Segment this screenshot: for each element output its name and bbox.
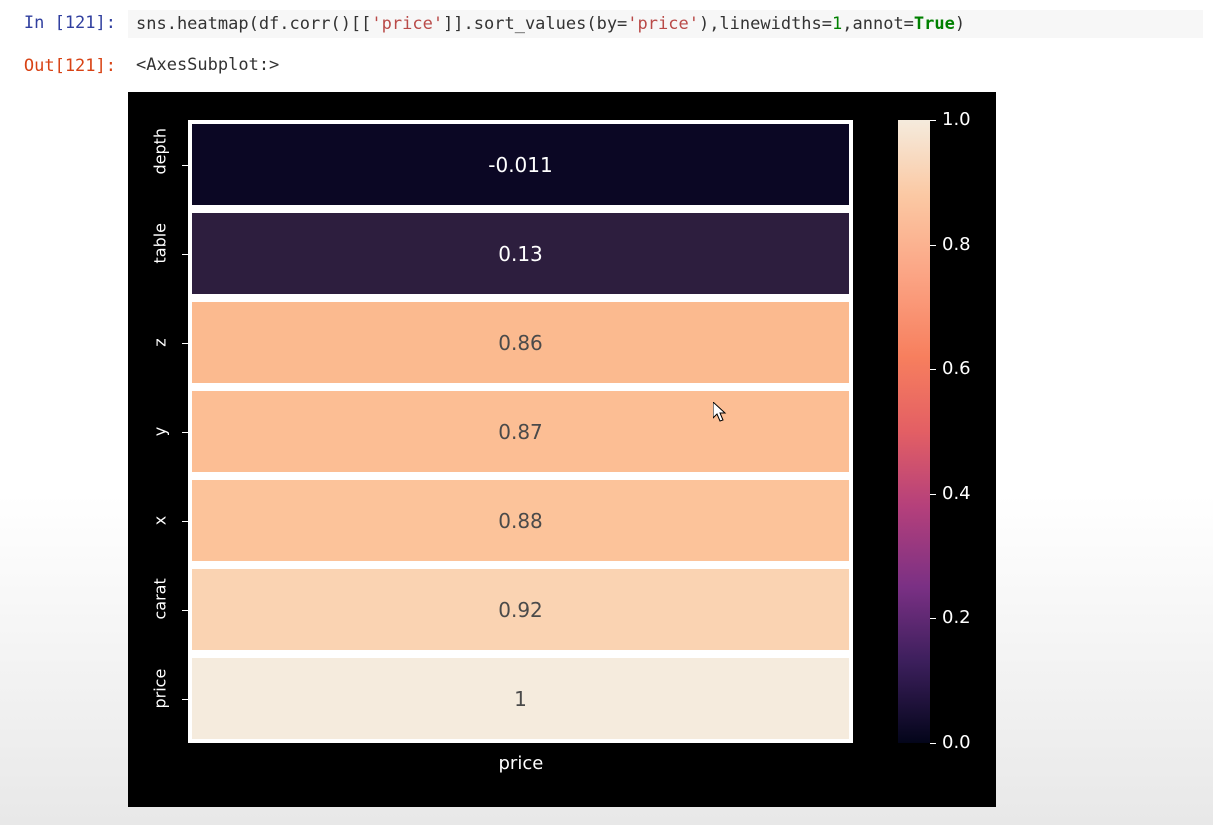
y-tick-label: depth bbox=[151, 154, 170, 174]
colorbar-tick-mark bbox=[930, 245, 936, 246]
code-token: True bbox=[914, 14, 955, 34]
colorbar-tick-label: 0.8 bbox=[942, 234, 971, 255]
y-tick-label: x bbox=[151, 510, 170, 530]
y-tick-mark bbox=[182, 432, 188, 433]
code-token: sns.heatmap(df.corr()[[ bbox=[136, 14, 371, 34]
y-tick-label: y bbox=[151, 421, 170, 441]
heatmap-cell: 0.87 bbox=[192, 391, 849, 472]
y-tick-mark bbox=[182, 699, 188, 700]
colorbar-tick-label: 0.0 bbox=[942, 732, 971, 753]
code-input[interactable]: sns.heatmap(df.corr()[['price']].sort_va… bbox=[128, 10, 1203, 38]
code-token: 'price' bbox=[627, 14, 699, 34]
code-token: ]].sort_values(by= bbox=[443, 14, 627, 34]
figure-output: -0.0110.130.860.870.880.921 depth table z y x… bbox=[128, 92, 1203, 807]
code-token: ,annot= bbox=[842, 14, 914, 34]
y-tick-label: z bbox=[151, 332, 170, 352]
output-prompt: Out[121]: bbox=[10, 53, 128, 76]
colorbar-tick-label: 0.4 bbox=[942, 483, 971, 504]
colorbar-tick-mark bbox=[930, 618, 936, 619]
input-prompt: In [121]: bbox=[10, 10, 128, 33]
code-token: ) bbox=[955, 14, 965, 34]
code-token: ),linewidths= bbox=[699, 14, 832, 34]
x-tick-label: price bbox=[499, 753, 544, 774]
output-repr: <AxesSubplot:> bbox=[128, 53, 1203, 77]
heatmap-cell: 0.92 bbox=[192, 569, 849, 650]
heatmap-cell: -0.011 bbox=[192, 124, 849, 205]
colorbar-tick-mark bbox=[930, 494, 936, 495]
y-tick-mark bbox=[182, 165, 188, 166]
colorbar bbox=[898, 120, 930, 743]
code-token: 1 bbox=[832, 14, 842, 34]
y-tick-label: table bbox=[151, 243, 170, 263]
code-token: 'price' bbox=[371, 14, 443, 34]
y-tick-mark bbox=[182, 343, 188, 344]
colorbar-tick-mark bbox=[930, 369, 936, 370]
colorbar-tick-label: 1.0 bbox=[942, 109, 971, 130]
heatmap-figure: -0.0110.130.860.870.880.921 depth table z y x… bbox=[128, 92, 996, 807]
y-tick-mark bbox=[182, 521, 188, 522]
heatmap-cell: 0.13 bbox=[192, 213, 849, 294]
heatmap-area: -0.0110.130.860.870.880.921 bbox=[188, 120, 853, 743]
input-cell: In [121]: sns.heatmap(df.corr()[['price'… bbox=[10, 10, 1203, 38]
colorbar-tick-mark bbox=[930, 743, 936, 744]
y-tick-label: carat bbox=[151, 599, 170, 619]
colorbar-tick-label: 0.6 bbox=[942, 358, 971, 379]
heatmap-cell: 1 bbox=[192, 658, 849, 739]
y-tick-mark bbox=[182, 610, 188, 611]
y-tick-label: price bbox=[151, 688, 170, 708]
heatmap-cell: 0.86 bbox=[192, 302, 849, 383]
colorbar-tick-label: 0.2 bbox=[942, 607, 971, 628]
heatmap-cell: 0.88 bbox=[192, 480, 849, 561]
colorbar-tick-mark bbox=[930, 120, 936, 121]
output-cell: Out[121]: <AxesSubplot:> bbox=[10, 53, 1203, 77]
y-tick-mark bbox=[182, 254, 188, 255]
